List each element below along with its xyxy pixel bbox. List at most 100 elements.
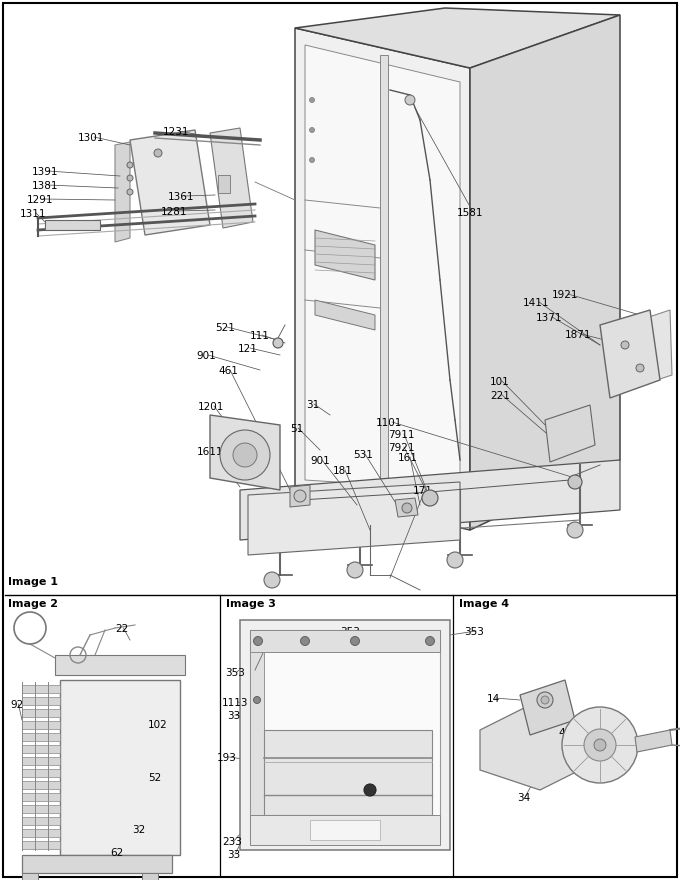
Polygon shape — [130, 130, 210, 235]
Polygon shape — [315, 230, 375, 280]
Text: 1391: 1391 — [32, 167, 58, 177]
Circle shape — [254, 636, 262, 646]
Circle shape — [154, 149, 162, 157]
Text: 473: 473 — [358, 837, 378, 847]
Text: 1311: 1311 — [20, 209, 46, 219]
Text: 1381: 1381 — [32, 181, 58, 191]
Circle shape — [621, 341, 629, 349]
Text: 1611: 1611 — [197, 447, 224, 457]
Circle shape — [254, 696, 260, 703]
Text: 1113: 1113 — [222, 698, 248, 708]
Text: 111: 111 — [250, 331, 270, 341]
Text: 1291: 1291 — [27, 195, 54, 205]
Bar — [250, 652, 264, 832]
Polygon shape — [115, 142, 130, 242]
Text: 221: 221 — [490, 391, 510, 401]
Circle shape — [537, 692, 553, 708]
Bar — [22, 873, 38, 880]
Polygon shape — [22, 733, 60, 741]
Text: Image 1: Image 1 — [8, 577, 58, 587]
Text: 62: 62 — [110, 848, 123, 858]
Polygon shape — [22, 805, 60, 813]
Polygon shape — [290, 485, 310, 507]
Bar — [218, 175, 230, 193]
Circle shape — [301, 636, 309, 646]
Polygon shape — [315, 300, 375, 330]
Circle shape — [568, 475, 582, 489]
Polygon shape — [295, 28, 470, 530]
Text: 521: 521 — [215, 323, 235, 333]
Text: 461: 461 — [218, 366, 238, 376]
Polygon shape — [640, 310, 672, 385]
Text: 32: 32 — [132, 825, 146, 835]
Text: 33: 33 — [227, 711, 240, 721]
Text: 52: 52 — [148, 773, 161, 783]
Text: 1871: 1871 — [565, 330, 592, 340]
Text: 102: 102 — [148, 720, 168, 730]
Bar — [250, 630, 440, 840]
Bar — [45, 220, 100, 230]
Polygon shape — [240, 460, 620, 540]
Text: 121: 121 — [238, 344, 258, 354]
Polygon shape — [22, 793, 60, 801]
Bar — [250, 630, 440, 652]
Polygon shape — [22, 769, 60, 777]
Circle shape — [594, 739, 606, 751]
Text: 353: 353 — [340, 627, 360, 637]
Text: 1581: 1581 — [457, 208, 483, 218]
Circle shape — [309, 158, 314, 163]
Text: Image 2: Image 2 — [8, 599, 58, 609]
Circle shape — [447, 552, 463, 568]
Polygon shape — [22, 781, 60, 789]
Polygon shape — [470, 15, 620, 530]
Text: 1231: 1231 — [163, 127, 190, 137]
Circle shape — [347, 562, 363, 578]
Text: 1371: 1371 — [536, 313, 562, 323]
Circle shape — [402, 503, 412, 513]
Text: 1101: 1101 — [376, 418, 403, 428]
Bar — [60, 680, 180, 855]
Circle shape — [405, 95, 415, 105]
Text: 901: 901 — [196, 351, 216, 361]
Polygon shape — [600, 310, 660, 398]
Text: 233: 233 — [222, 837, 242, 847]
Text: 92: 92 — [10, 700, 23, 710]
Polygon shape — [295, 8, 620, 68]
Text: 1361: 1361 — [168, 192, 194, 202]
Polygon shape — [395, 498, 418, 517]
Polygon shape — [545, 405, 595, 462]
Polygon shape — [22, 721, 60, 729]
Text: 1201: 1201 — [198, 402, 224, 412]
Bar — [55, 655, 185, 675]
Polygon shape — [22, 829, 60, 837]
Circle shape — [127, 162, 133, 168]
Text: Image 4: Image 4 — [459, 599, 509, 609]
Polygon shape — [22, 757, 60, 765]
Text: 1281: 1281 — [161, 207, 188, 217]
Text: 14: 14 — [487, 694, 500, 704]
Text: 901: 901 — [310, 456, 330, 466]
Text: 171: 171 — [413, 486, 433, 496]
Circle shape — [220, 430, 270, 480]
Polygon shape — [22, 697, 60, 705]
Circle shape — [294, 490, 306, 502]
Bar — [240, 620, 450, 850]
Circle shape — [567, 522, 583, 538]
Circle shape — [636, 364, 644, 372]
Circle shape — [127, 175, 133, 181]
Text: 161: 161 — [398, 453, 418, 463]
Circle shape — [309, 128, 314, 133]
Text: 44: 44 — [558, 728, 571, 738]
Polygon shape — [520, 680, 575, 735]
Text: 353: 353 — [464, 627, 484, 637]
Text: 193: 193 — [217, 753, 237, 763]
Polygon shape — [635, 730, 672, 752]
Text: Image 3: Image 3 — [226, 599, 276, 609]
Text: 1921: 1921 — [552, 290, 579, 300]
Text: 101: 101 — [490, 377, 510, 387]
Circle shape — [273, 338, 283, 348]
Text: 181: 181 — [333, 466, 353, 476]
Text: 1411: 1411 — [523, 298, 549, 308]
Circle shape — [422, 490, 438, 506]
Bar — [142, 873, 158, 880]
